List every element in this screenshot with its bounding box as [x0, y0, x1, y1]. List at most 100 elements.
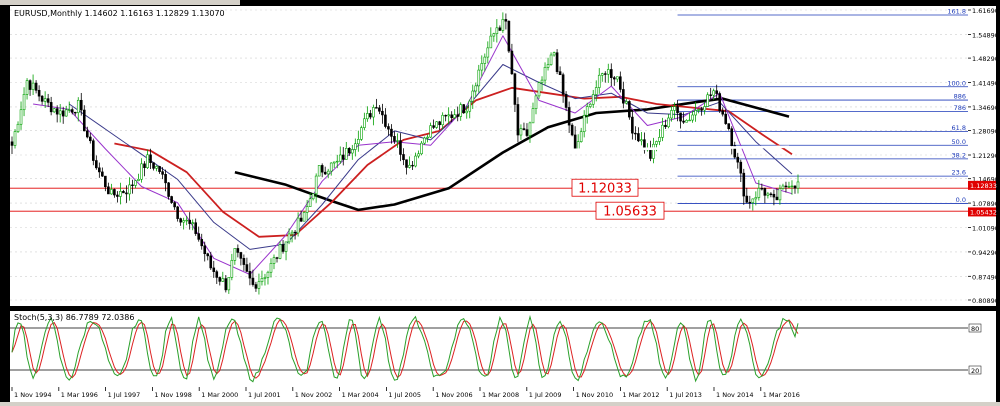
stoch-plot-area[interactable] [10, 311, 968, 387]
candle-body [119, 191, 122, 197]
candle-body [676, 106, 679, 114]
candle-body [519, 128, 523, 136]
candle-body [113, 189, 116, 196]
candle-body [137, 178, 140, 181]
axis-price-tag-bg [968, 207, 996, 217]
candle-body [233, 248, 237, 261]
candle-body [558, 71, 562, 76]
candle-body [591, 94, 595, 105]
candle-body [140, 163, 143, 180]
candle-body [360, 127, 363, 140]
candle-body [347, 147, 351, 154]
candle-body [561, 74, 565, 95]
candle-body [730, 128, 734, 147]
candle-body [22, 94, 26, 111]
candle-body [302, 212, 306, 222]
candle-body [107, 186, 110, 195]
candle-body [272, 257, 276, 264]
candle-body [543, 67, 547, 81]
candle-body [525, 129, 529, 136]
candle-body [745, 195, 749, 203]
candle-body [576, 141, 580, 150]
axis-price-tag-bg [968, 180, 996, 190]
candle-body [52, 108, 56, 113]
candle-body [31, 82, 35, 90]
price-tick-label: 1.07890 [972, 200, 999, 208]
candle-body [350, 149, 354, 154]
candle-body [769, 193, 773, 196]
candle-body [480, 63, 484, 71]
candle-body [471, 90, 475, 102]
price-tick-label: 1.14690 [972, 176, 999, 184]
candle-body [218, 277, 222, 282]
support-line-label-box [595, 201, 665, 220]
candle-body [694, 110, 697, 116]
stoch-tick-label: 80 [971, 325, 979, 333]
candle-body [703, 106, 706, 111]
fib-label: 23.6 [952, 169, 966, 177]
window-tab-strip[interactable] [0, 0, 240, 5]
candle-body [507, 20, 511, 52]
candle-body [28, 80, 32, 90]
time-tick-label: 1 Mar 2012 [622, 391, 659, 399]
candle-body [597, 74, 601, 88]
candle-body [224, 278, 228, 291]
candle-body [447, 114, 450, 117]
candle-body [239, 252, 243, 259]
candle-body [465, 110, 469, 114]
candle-body [248, 271, 252, 279]
candle-body [278, 244, 282, 259]
candle-body [537, 82, 541, 97]
candle-body [257, 281, 261, 289]
candle-body [369, 113, 372, 118]
price-tick-label: 0.80890 [972, 297, 999, 305]
candle-body [757, 187, 761, 198]
candle-body [390, 128, 393, 137]
candle-body [516, 104, 520, 136]
axis-price-tag: 1.12833 [970, 182, 997, 190]
candle-body [384, 114, 387, 127]
stoch-tick-box [968, 323, 982, 333]
fib-label: 50.0 [952, 138, 966, 146]
candle-body [64, 109, 68, 117]
candle-body [284, 241, 288, 252]
candle-body [197, 233, 201, 240]
candle-body [366, 113, 369, 120]
candle-body [116, 194, 119, 197]
candle-body [399, 140, 402, 155]
time-axis [10, 387, 996, 402]
candle-body [603, 73, 607, 75]
candle-body [727, 123, 731, 130]
candle-body [700, 109, 703, 111]
fib-label: 161.8 [947, 7, 966, 15]
candle-body [393, 136, 396, 142]
candle-body [131, 184, 134, 187]
candle-body [531, 108, 535, 124]
candle-body [549, 54, 553, 65]
candle-body [510, 50, 514, 75]
candle-body [173, 202, 176, 208]
candle-body [489, 35, 493, 49]
time-tick-label: 1 Mar 2008 [482, 391, 519, 399]
candle-body [667, 117, 670, 128]
candle-body [275, 257, 279, 259]
candle-body [344, 147, 348, 160]
candle-body [444, 114, 447, 117]
candle-body [477, 69, 481, 87]
time-tick-label: 1 Nov 1998 [154, 391, 192, 399]
candle-body [634, 132, 637, 135]
candle-body [435, 121, 438, 128]
candle-body [357, 139, 360, 145]
candle-body [787, 186, 791, 188]
candle-body [450, 114, 453, 118]
candle-body [40, 95, 44, 102]
candle-body [688, 119, 691, 122]
candle-body [16, 123, 20, 132]
candle-body [191, 222, 194, 224]
candle-body [37, 90, 41, 97]
time-tick-label: 1 Jul 2013 [669, 391, 702, 399]
fib-label: 38.2 [952, 151, 966, 159]
candle-body [622, 89, 625, 104]
time-tick-label: 1 Nov 2002 [295, 391, 333, 399]
candle-body [293, 231, 297, 234]
